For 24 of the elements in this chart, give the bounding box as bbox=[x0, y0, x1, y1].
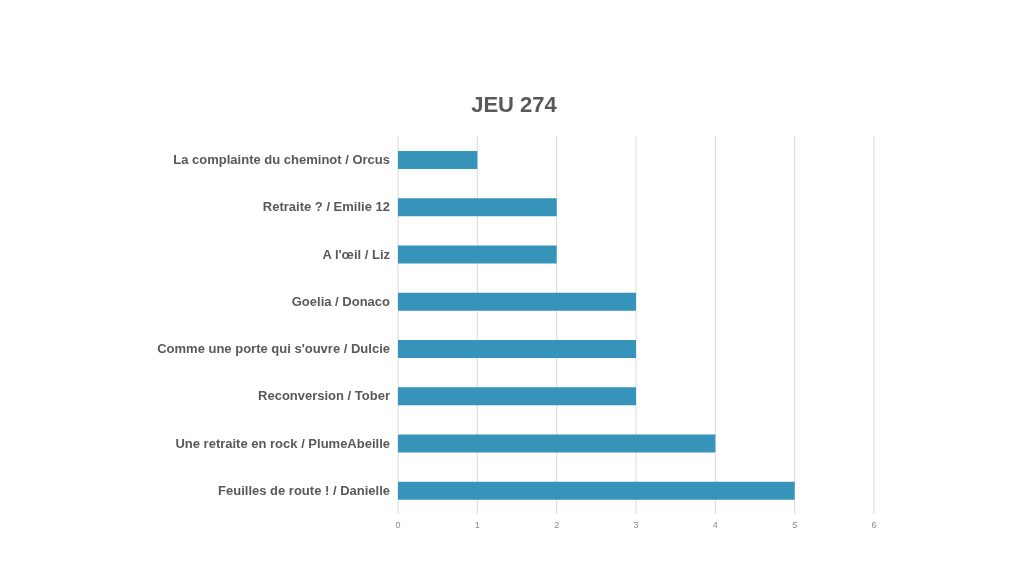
x-tick-label: 3 bbox=[633, 520, 639, 531]
bar bbox=[398, 434, 716, 453]
bar bbox=[398, 245, 557, 264]
y-tick-label: A l'œil / Liz bbox=[322, 246, 391, 262]
x-tick-label: 5 bbox=[792, 520, 798, 531]
x-tick-label: 2 bbox=[554, 520, 560, 531]
y-tick-label: Reconversion / Tober bbox=[258, 388, 390, 404]
x-tick-label: 1 bbox=[474, 520, 480, 531]
chart-title: JEU 274 bbox=[470, 92, 558, 118]
y-tick-label: Feuilles de route ! / Danielle bbox=[218, 482, 390, 498]
y-tick-label: Comme une porte qui s'ouvre / Dulcie bbox=[157, 341, 390, 357]
y-tick-label: Une retraite en rock / PlumeAbeille bbox=[175, 435, 390, 451]
bar bbox=[398, 292, 636, 311]
bar bbox=[398, 198, 557, 217]
y-tick-label: Retraite ? / Emilie 12 bbox=[262, 199, 390, 215]
y-tick-label: Goelia / Donaco bbox=[291, 293, 391, 309]
bar bbox=[398, 340, 636, 358]
bar bbox=[398, 387, 636, 406]
bar bbox=[398, 481, 795, 500]
x-tick-label: 6 bbox=[871, 520, 877, 531]
x-tick-label: 0 bbox=[395, 520, 401, 531]
y-tick-label: La complainte du cheminot / Orcus bbox=[173, 152, 390, 168]
x-tick-label: 4 bbox=[712, 520, 718, 531]
bar bbox=[398, 151, 478, 169]
